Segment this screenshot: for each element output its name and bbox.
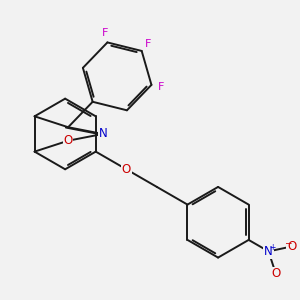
Text: F: F: [146, 39, 152, 49]
Text: F: F: [101, 28, 108, 38]
Text: −: −: [284, 238, 291, 247]
Text: O: O: [287, 240, 296, 253]
Text: O: O: [122, 163, 131, 176]
Text: +: +: [270, 243, 276, 252]
Text: N: N: [264, 245, 273, 258]
Text: N: N: [98, 128, 107, 140]
Text: O: O: [271, 268, 280, 281]
Text: F: F: [158, 82, 164, 92]
Text: O: O: [64, 134, 73, 147]
